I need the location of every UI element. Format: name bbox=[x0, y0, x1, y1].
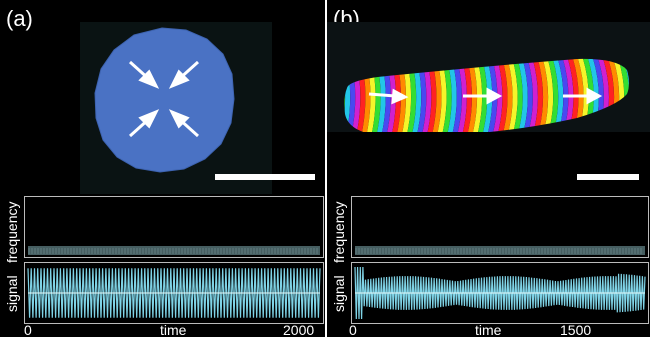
signal-plot-a bbox=[24, 262, 324, 324]
panel-b: (b) f bbox=[327, 0, 650, 338]
y-label-signal-a: signal bbox=[4, 275, 20, 312]
x-tick-end-b: 1500 bbox=[560, 322, 592, 338]
rainbow-band bbox=[452, 58, 467, 132]
rainbow-band bbox=[472, 58, 488, 132]
x-label-time-b: time bbox=[475, 322, 502, 338]
rainbow-band bbox=[527, 58, 543, 132]
rainbow-band bbox=[467, 58, 483, 132]
inward-arrow-icon bbox=[128, 60, 200, 138]
signal-plot-b bbox=[351, 262, 649, 324]
y-label-frequency-b: frequency bbox=[331, 201, 347, 263]
blue-disc bbox=[94, 27, 235, 173]
rainbow-band bbox=[517, 58, 533, 132]
rainbow-band bbox=[457, 58, 472, 132]
rainbow-band bbox=[502, 58, 518, 132]
x-tick-start-b: 0 bbox=[349, 322, 357, 338]
rainbow-band bbox=[497, 58, 513, 132]
rainbow-band bbox=[522, 58, 538, 132]
signal-trace bbox=[27, 268, 321, 318]
rainbow-band bbox=[512, 58, 528, 132]
rainbow-wave-illustration bbox=[327, 22, 650, 132]
x-tick-start-a: 0 bbox=[24, 322, 32, 338]
signal-trace bbox=[354, 266, 646, 320]
rainbow-band bbox=[487, 58, 503, 132]
x-tick-end-a: 2000 bbox=[283, 322, 315, 338]
frequency-plot-b bbox=[351, 196, 649, 258]
scale-bar bbox=[215, 174, 315, 180]
rainbow-band bbox=[492, 58, 508, 132]
rightward-arrow-icon bbox=[368, 87, 603, 105]
y-label-signal-b: signal bbox=[331, 275, 347, 312]
rainbow-band bbox=[477, 58, 493, 132]
rainbow-band bbox=[507, 58, 523, 132]
y-label-frequency-a: frequency bbox=[4, 201, 20, 263]
panel-a-label: (a) bbox=[6, 6, 33, 31]
disc-illustration bbox=[80, 22, 272, 194]
frequency-plot-a bbox=[24, 196, 324, 258]
scale-bar bbox=[577, 174, 639, 180]
panel-a: (a) frequency signal 0 time 2000 bbox=[0, 0, 325, 338]
rainbow-band bbox=[462, 58, 477, 132]
x-label-time-a: time bbox=[160, 322, 187, 338]
rainbow-band bbox=[447, 58, 462, 132]
rainbow-band bbox=[482, 58, 498, 132]
rainbow-band bbox=[532, 58, 548, 132]
